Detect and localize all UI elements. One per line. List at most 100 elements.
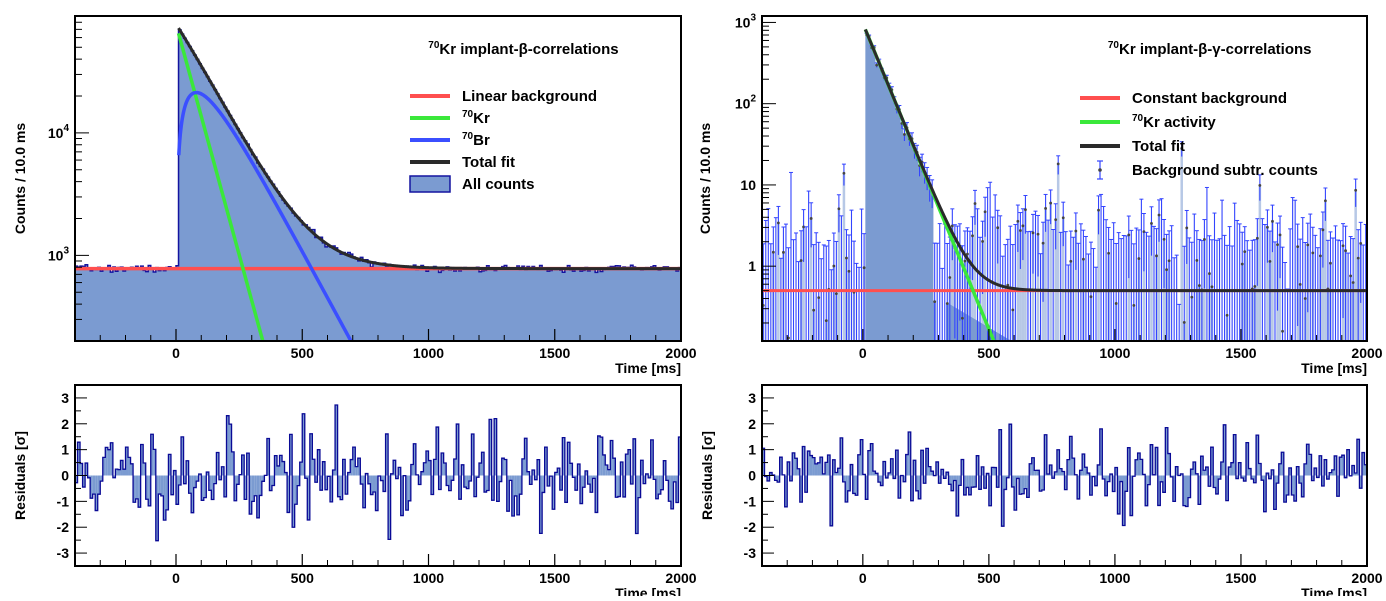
data-point (1359, 242, 1362, 245)
data-point (1319, 254, 1322, 257)
y-axis-label: Residuals [σ] (699, 431, 715, 520)
residual-bar (971, 476, 974, 488)
data-point (1069, 260, 1072, 263)
data-point (1281, 330, 1284, 333)
y-tick-exponent: 2 (750, 94, 756, 105)
y-tick-label: -2 (57, 519, 70, 535)
legend-label: Total fit (462, 154, 515, 171)
data-point (1115, 302, 1118, 305)
data-point (1016, 220, 1019, 223)
data-point (1185, 227, 1188, 230)
residual-bar (118, 470, 121, 476)
residual-bar (954, 476, 957, 481)
data-point (1321, 228, 1324, 231)
y-tick-label: 2 (61, 416, 69, 432)
data-point (845, 257, 848, 260)
data-point (1352, 281, 1355, 284)
x-tick-label: 1000 (1099, 570, 1130, 586)
y-tick-label: 1 (748, 258, 756, 274)
data-point (777, 222, 780, 225)
title-superscript: 70 (428, 40, 440, 51)
data-point (1226, 314, 1229, 317)
data-point (800, 259, 803, 262)
legend-swatch (1098, 168, 1102, 172)
data-point (1256, 237, 1259, 240)
x-tick-label: 2000 (665, 570, 696, 586)
data-point (1258, 184, 1261, 187)
data-point (810, 217, 813, 220)
data-point (1276, 243, 1279, 246)
data-point (863, 266, 866, 269)
histogram-bin (1324, 201, 1327, 341)
y-tick-label: 0 (61, 468, 69, 484)
legend-superscript: 70 (462, 109, 474, 120)
data-point (1054, 218, 1057, 221)
data-point (961, 317, 964, 320)
x-tick-label: 2000 (1351, 570, 1382, 586)
data-point (1241, 263, 1244, 266)
data-point (1266, 226, 1269, 229)
residual-bar (1203, 470, 1206, 475)
data-point (1082, 258, 1085, 261)
x-tick-label: 2000 (1351, 345, 1382, 361)
residual-bar (1120, 476, 1123, 482)
legend-swatch (410, 176, 450, 192)
legend-text: Kr activity (1143, 114, 1216, 131)
x-tick-label: 0 (172, 570, 180, 586)
data-point (772, 251, 775, 254)
legend-label: Constant background (1132, 90, 1287, 107)
data-point (1163, 238, 1166, 241)
legend-label: 70Br (462, 131, 490, 149)
residual-bar (1160, 476, 1163, 482)
residual-outline (75, 405, 681, 541)
data-point (848, 270, 851, 273)
y-axis-label: Residuals [σ] (12, 431, 28, 520)
legend-label: Total fit (1132, 138, 1185, 155)
legend-label: All counts (462, 176, 535, 193)
data-point (981, 240, 984, 243)
legend-label: Linear background (462, 88, 597, 105)
data-point (1269, 260, 1272, 263)
y-tick-base: 10 (735, 14, 751, 30)
y-tick-label: 102 (735, 94, 757, 112)
histogram-bin (1057, 164, 1060, 341)
data-point (1042, 242, 1045, 245)
y-tick-label: -2 (744, 519, 757, 535)
residual-bar (158, 476, 161, 495)
data-point (1037, 233, 1040, 236)
y-tick-label: -1 (744, 493, 757, 509)
data-point (974, 202, 977, 205)
residual-bar (277, 466, 280, 476)
data-point (825, 319, 828, 322)
y-tick-exponent: 3 (63, 245, 69, 256)
data-point (984, 210, 987, 213)
data-point (964, 260, 967, 263)
y-tick-base: 1 (748, 258, 756, 274)
data-point (1155, 254, 1158, 257)
data-point (1324, 199, 1327, 202)
y-tick-label: 3 (748, 390, 756, 406)
y-tick-base: 10 (735, 96, 751, 112)
data-point (1342, 244, 1345, 247)
y-tick-label: 10 (740, 177, 756, 193)
residual-bar (810, 456, 813, 476)
x-tick-label: 1000 (413, 570, 444, 586)
data-point (971, 234, 974, 237)
legend-label: 70Kr (462, 109, 490, 127)
residual-bar (355, 467, 358, 476)
y-tick-base: 10 (48, 125, 64, 141)
residual-bar (136, 476, 139, 499)
y-tick-exponent: 3 (750, 12, 756, 23)
x-tick-label: 1500 (539, 345, 570, 361)
x-tick-label: 2000 (665, 345, 696, 361)
x-tick-label: 1000 (1099, 345, 1130, 361)
data-point (1296, 245, 1299, 248)
data-point (832, 265, 835, 268)
legend-text: Kr (473, 110, 490, 127)
data-point (1107, 252, 1110, 255)
data-point (1032, 231, 1035, 234)
residual-bar (93, 476, 96, 495)
